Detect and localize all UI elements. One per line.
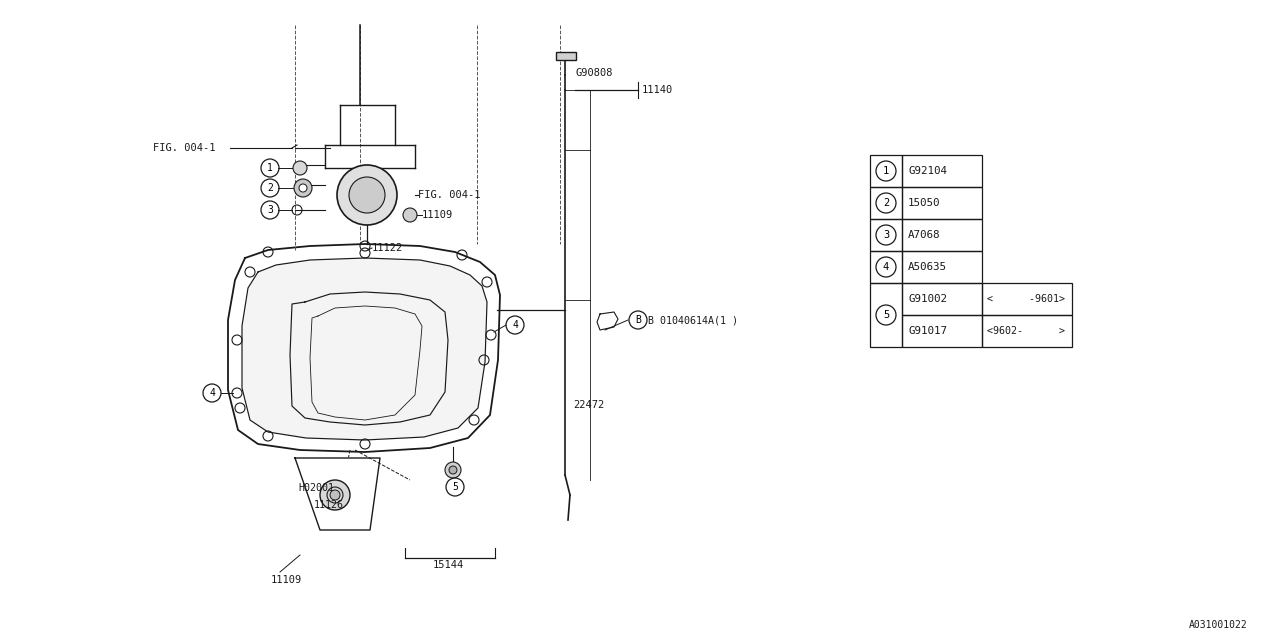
Text: G90808: G90808 — [575, 68, 613, 78]
Text: 5: 5 — [883, 310, 890, 320]
Text: 11109: 11109 — [422, 210, 453, 220]
Text: 3: 3 — [268, 205, 273, 215]
Text: 4: 4 — [883, 262, 890, 272]
Circle shape — [403, 208, 417, 222]
Bar — [902, 283, 982, 315]
Text: G91017: G91017 — [908, 326, 947, 336]
Text: 4: 4 — [512, 320, 518, 330]
Text: 2: 2 — [268, 183, 273, 193]
Circle shape — [349, 177, 385, 213]
Text: <9602-      >: <9602- > — [987, 326, 1065, 336]
Bar — [902, 315, 982, 347]
Text: 1: 1 — [268, 163, 273, 173]
Polygon shape — [242, 258, 486, 440]
Text: A7068: A7068 — [908, 230, 941, 240]
Text: 4: 4 — [209, 388, 215, 398]
Text: 3: 3 — [883, 230, 890, 240]
Bar — [870, 155, 902, 187]
Circle shape — [294, 179, 312, 197]
Bar — [870, 219, 902, 251]
Text: 11122: 11122 — [372, 243, 403, 253]
Text: G92104: G92104 — [908, 166, 947, 176]
Bar — [556, 52, 576, 60]
Text: A50635: A50635 — [908, 262, 947, 272]
Polygon shape — [294, 458, 380, 530]
Text: 11126: 11126 — [314, 500, 344, 510]
Text: 2: 2 — [883, 198, 890, 208]
Text: 11109: 11109 — [270, 575, 302, 585]
Circle shape — [330, 490, 340, 500]
Circle shape — [320, 480, 349, 510]
Text: A031001022: A031001022 — [1189, 620, 1248, 630]
Text: B: B — [635, 315, 641, 325]
Circle shape — [300, 184, 307, 192]
Text: FIG. 004-1: FIG. 004-1 — [419, 190, 480, 200]
Text: B 01040614A(1 ): B 01040614A(1 ) — [648, 315, 739, 325]
Circle shape — [449, 466, 457, 474]
Polygon shape — [228, 244, 500, 452]
Circle shape — [337, 165, 397, 225]
Circle shape — [445, 462, 461, 478]
Bar — [870, 187, 902, 219]
Text: 1: 1 — [883, 166, 890, 176]
Bar — [902, 219, 982, 251]
Text: G91002: G91002 — [908, 294, 947, 304]
Text: 11140: 11140 — [643, 85, 673, 95]
Text: <      -9601>: < -9601> — [987, 294, 1065, 304]
Bar — [902, 251, 982, 283]
Text: 15050: 15050 — [908, 198, 941, 208]
Text: 5: 5 — [452, 482, 458, 492]
Bar — [902, 155, 982, 187]
Text: 22472: 22472 — [573, 400, 604, 410]
Circle shape — [293, 161, 307, 175]
Text: FIG. 004-1: FIG. 004-1 — [154, 143, 215, 153]
Text: H02001: H02001 — [298, 483, 334, 493]
Bar — [982, 315, 1073, 347]
Bar — [870, 251, 902, 283]
Bar — [982, 283, 1073, 315]
Bar — [870, 283, 902, 347]
Bar — [902, 187, 982, 219]
Text: 15144: 15144 — [433, 560, 463, 570]
